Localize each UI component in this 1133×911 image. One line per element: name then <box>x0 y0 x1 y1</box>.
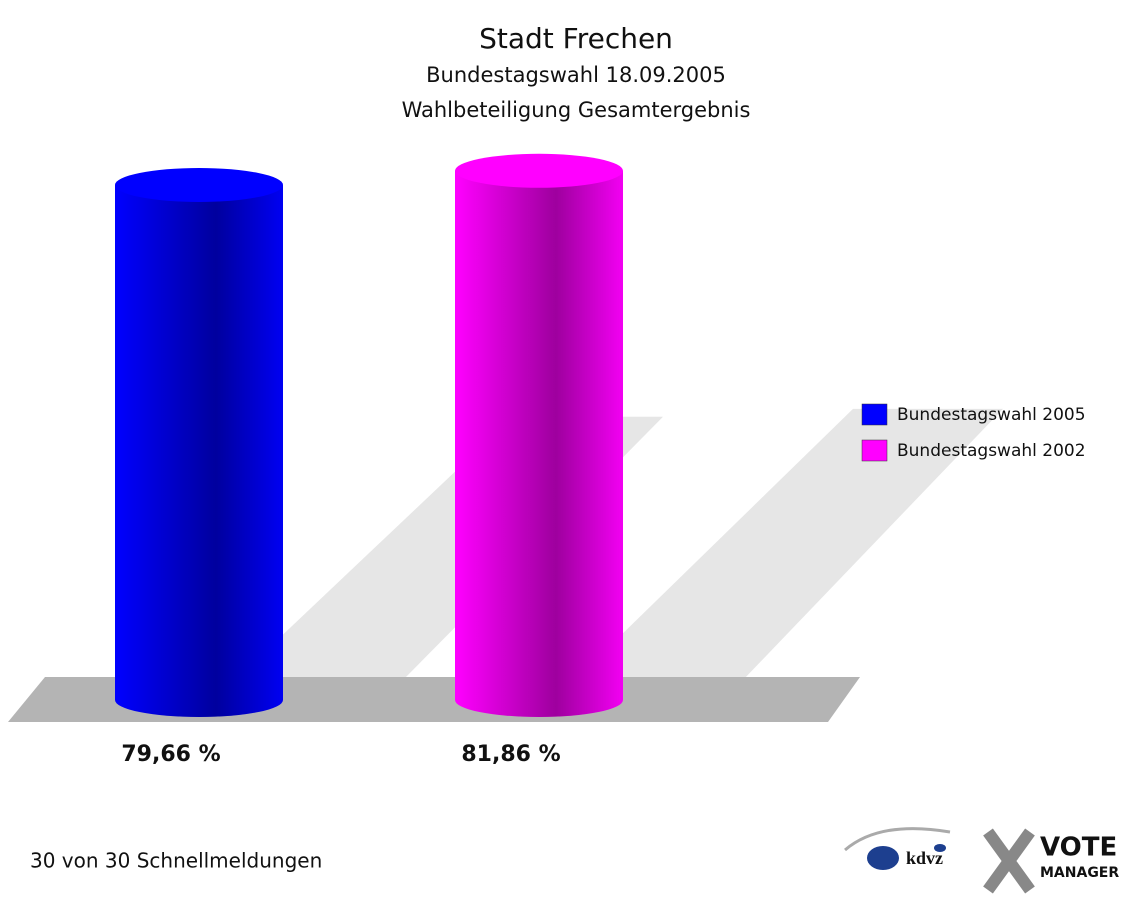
logo-text: VOTE <box>1040 833 1117 863</box>
chart-title: Stadt Frechen <box>479 22 673 55</box>
logo-ball <box>867 846 899 870</box>
logo-swoosh <box>844 827 951 852</box>
legend-swatch <box>861 439 888 462</box>
legend-label: Bundestagswahl 2002 <box>897 441 1086 461</box>
bar <box>455 153 623 718</box>
logo: kdvz VOTE MANAGER <box>844 827 1119 894</box>
chart-subtitle: Wahlbeteiligung Gesamtergebnis <box>402 98 751 122</box>
value-label: 81,86 % <box>461 742 560 767</box>
bar <box>115 167 283 717</box>
bar-shade <box>115 184 283 717</box>
bar-top <box>455 153 623 188</box>
logo-dot <box>934 844 946 852</box>
bar-top <box>115 167 283 202</box>
bars <box>115 153 623 718</box>
logo-cross <box>983 828 1035 894</box>
bar-shade <box>455 170 623 718</box>
bar-shadow <box>575 408 1003 680</box>
logo-text: MANAGER <box>1040 865 1119 881</box>
chart-subtitle: Bundestagswahl 18.09.2005 <box>426 63 726 87</box>
legend-label: Bundestagswahl 2005 <box>897 405 1086 425</box>
value-label: 79,66 % <box>121 742 220 767</box>
legend-swatch <box>861 403 888 426</box>
logo-text: kdvz <box>906 848 943 868</box>
footer: 30 von 30 Schnellmeldungen <box>30 849 322 873</box>
